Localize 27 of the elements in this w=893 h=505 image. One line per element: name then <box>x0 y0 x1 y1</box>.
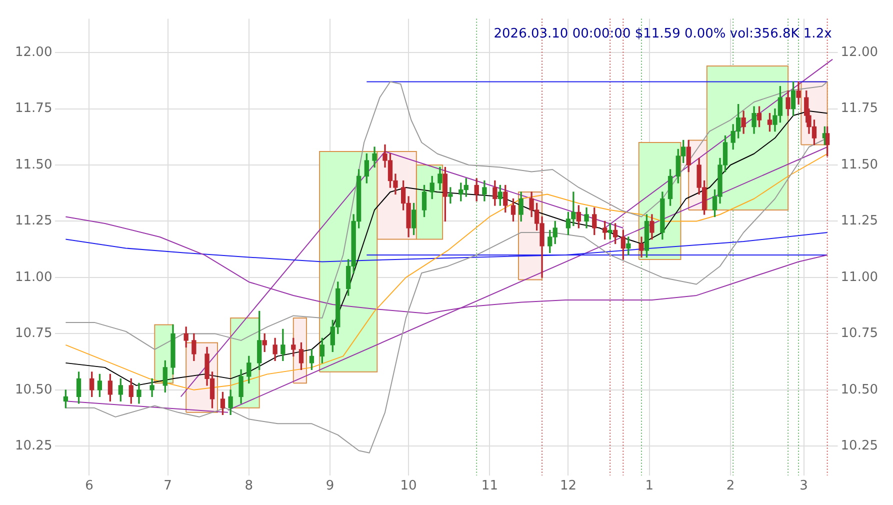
x-tick-label: 10 <box>400 478 417 494</box>
y2-tick-label: 12.00 <box>840 44 878 60</box>
y-tick-label: 10.50 <box>15 382 52 398</box>
y-tick-label: 11.75 <box>15 101 52 116</box>
y2-tick-label: 10.50 <box>840 382 878 398</box>
y2-tick-label: 11.25 <box>840 214 878 229</box>
x-tick-label: 7 <box>164 478 172 494</box>
y2-tick-label: 10.75 <box>840 326 878 342</box>
x-tick-label: 9 <box>326 478 334 494</box>
y2-tick-label: 11.50 <box>840 157 878 172</box>
x-tick-label: 3 <box>800 478 808 494</box>
annotation: 2026.03.10 00:00:00 $11.59 0.00% vol:356.8K 1.2x <box>494 26 832 42</box>
y-tick-label: 12.00 <box>15 44 52 60</box>
x-tick-label: 8 <box>244 478 254 494</box>
x-tick-label: 11 <box>481 478 498 494</box>
x-tick-label: 1 <box>645 478 654 494</box>
y-tick-label: 11.00 <box>15 270 52 285</box>
y-tick-label: 10.75 <box>15 326 52 342</box>
y2-tick-label: 11.00 <box>840 270 878 285</box>
y-tick-label: 10.25 <box>15 438 52 454</box>
y-tick-label: 11.50 <box>15 157 52 172</box>
y2-tick-label: 10.25 <box>840 438 878 454</box>
x-tick-label: 12 <box>560 478 576 494</box>
y-tick-label: 11.25 <box>15 214 52 229</box>
x-tick-label: 2 <box>726 478 735 494</box>
x-tick-label: 6 <box>85 478 94 494</box>
y2-tick-label: 11.75 <box>840 101 878 116</box>
